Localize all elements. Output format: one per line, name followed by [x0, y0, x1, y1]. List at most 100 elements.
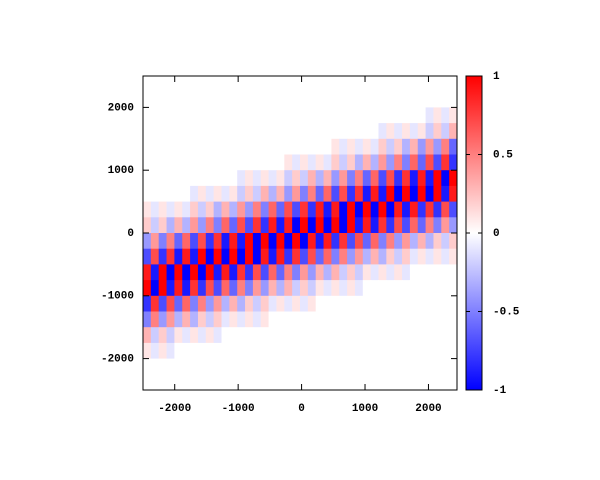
heatmap-cell: [425, 170, 434, 187]
heatmap-cell: [378, 358, 387, 375]
heatmap-cell: [347, 201, 356, 218]
heatmap-cell: [174, 311, 183, 328]
heatmap-cell: [307, 138, 317, 155]
heatmap-cell: [402, 342, 411, 359]
heatmap-cell: [205, 264, 215, 281]
heatmap-cell: [174, 76, 183, 93]
heatmap-cell: [362, 201, 372, 218]
heatmap-cell: [339, 217, 348, 234]
heatmap-cell: [166, 170, 175, 187]
heatmap-cell: [190, 138, 199, 155]
heatmap-cell: [307, 248, 317, 265]
heatmap-cell: [252, 154, 262, 171]
heatmap-cell: [182, 91, 191, 108]
heatmap-cell: [150, 311, 160, 328]
heatmap-cell: [197, 170, 207, 187]
y-tick-label: 1000: [108, 165, 134, 177]
heatmap-cell: [378, 311, 387, 328]
heatmap-cell: [190, 342, 199, 359]
x-tick-label: 1000: [352, 403, 378, 415]
heatmap-cell: [315, 233, 324, 250]
heatmap-cell: [268, 327, 277, 344]
heatmap-cell: [213, 201, 222, 218]
heatmap-cell: [143, 123, 152, 140]
heatmap-cell: [307, 123, 317, 140]
heatmap-cell: [174, 107, 183, 124]
heatmap-cell: [362, 327, 372, 344]
heatmap-cell: [354, 358, 364, 375]
heatmap-cell: [213, 138, 222, 155]
heatmap-cell: [237, 327, 246, 344]
heatmap-cell: [441, 201, 450, 218]
heatmap-cell: [409, 170, 419, 187]
heatmap-cell: [433, 327, 442, 344]
heatmap-cell: [449, 327, 458, 344]
heatmap-cell: [339, 107, 348, 124]
heatmap-cell: [354, 374, 364, 391]
heatmap-cell: [213, 280, 222, 297]
heatmap-cell: [221, 91, 230, 108]
heatmap-cell: [221, 154, 230, 171]
heatmap-cell: [441, 185, 450, 202]
heatmap-cell: [252, 107, 262, 124]
heatmap-cell: [378, 233, 387, 250]
heatmap-cell: [441, 217, 450, 234]
heatmap-cell: [174, 264, 183, 281]
heatmap-cell: [323, 76, 332, 93]
heatmap-cell: [402, 233, 411, 250]
heatmap-cell: [409, 374, 419, 391]
heatmap-cell: [245, 107, 254, 124]
heatmap-cell: [417, 248, 426, 265]
heatmap-cell: [347, 264, 356, 281]
heatmap-cell: [229, 201, 238, 218]
heatmap-cell: [354, 76, 364, 93]
heatmap-cell: [158, 280, 167, 297]
heatmap-cell: [284, 217, 293, 234]
heatmap-cell: [433, 154, 442, 171]
heatmap-cell: [307, 185, 317, 202]
heatmap-cell: [174, 280, 183, 297]
x-tick-label: 0: [298, 403, 305, 415]
heatmap-cell: [252, 170, 262, 187]
heatmap-cell: [205, 123, 215, 140]
heatmap-cell: [158, 138, 167, 155]
heatmap-cell: [182, 107, 191, 124]
heatmap-cell: [229, 138, 238, 155]
heatmap-cell: [370, 327, 379, 344]
heatmap-cell: [323, 358, 332, 375]
heatmap-cell: [378, 217, 387, 234]
heatmap-cell: [237, 248, 246, 265]
heatmap-cell: [221, 107, 230, 124]
heatmap-cell: [300, 154, 309, 171]
heatmap-cell: [182, 295, 191, 312]
heatmap-cell: [197, 358, 207, 375]
heatmap-cell: [150, 327, 160, 344]
heatmap-cell: [394, 138, 403, 155]
heatmap-cell: [331, 264, 340, 281]
heatmap-cell: [441, 91, 450, 108]
heatmap-cell: [143, 170, 152, 187]
heatmap-cell: [339, 201, 348, 218]
heatmap-cell: [362, 264, 372, 281]
heatmap-cell: [143, 374, 152, 391]
heatmap-cell: [386, 233, 395, 250]
heatmap-cell: [433, 295, 442, 312]
heatmap-cell: [284, 327, 293, 344]
heatmap-cell: [205, 248, 215, 265]
heatmap-cell: [158, 295, 167, 312]
heatmap-cell: [449, 123, 458, 140]
heatmap-cell: [268, 295, 277, 312]
heatmap-cell: [221, 217, 230, 234]
heatmap-cell: [323, 170, 332, 187]
heatmap-cell: [292, 185, 301, 202]
heatmap-cell: [237, 217, 246, 234]
y-tick-label: -1000: [101, 291, 134, 303]
heatmap-cell: [260, 233, 269, 250]
heatmap-cell: [339, 138, 348, 155]
heatmap-cell: [425, 123, 434, 140]
heatmap-cell: [370, 358, 379, 375]
heatmap-cell: [166, 233, 175, 250]
heatmap-cell: [362, 154, 372, 171]
heatmap-cell: [276, 138, 285, 155]
heatmap-cell: [386, 295, 395, 312]
